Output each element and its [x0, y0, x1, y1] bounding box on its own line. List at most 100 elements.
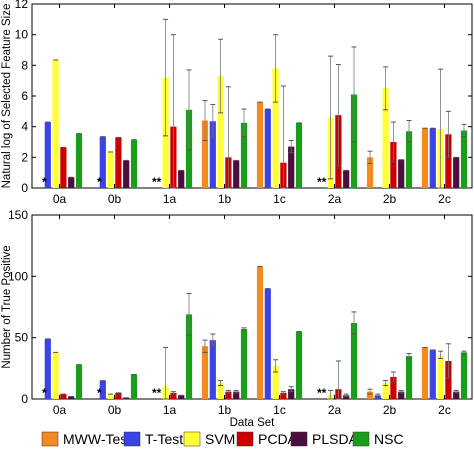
legend-swatch	[290, 431, 308, 447]
bar	[366, 391, 374, 399]
bar	[390, 376, 397, 399]
bar	[453, 157, 460, 188]
legend-label: PLSDA	[312, 431, 359, 447]
bar	[240, 329, 248, 399]
legend-swatch	[123, 431, 141, 447]
bar	[185, 314, 193, 399]
bar	[374, 395, 381, 399]
y-tick-label: 12	[15, 0, 29, 11]
y-tick-label: 8	[21, 58, 28, 72]
bar	[178, 170, 185, 188]
bar	[421, 128, 429, 188]
bar	[123, 397, 130, 399]
bar	[382, 88, 389, 188]
x-category-label: 1a	[163, 403, 177, 417]
series-svm	[52, 18, 444, 189]
x-category-label: 1c	[273, 192, 286, 206]
bar	[429, 128, 436, 188]
legend-label: MWW-Test	[63, 431, 131, 447]
annotation-asterisk: *	[42, 386, 47, 400]
series-pcda	[60, 343, 452, 400]
y-tick-label: 0	[21, 181, 28, 195]
series-plsda	[68, 139, 460, 188]
x-category-label: 1c	[273, 403, 286, 417]
bar	[233, 391, 240, 399]
y-tick-label: 50	[15, 331, 29, 345]
y-tick-label: 10	[15, 28, 29, 42]
bar	[405, 131, 413, 188]
x-category-label: 2a	[328, 192, 342, 206]
annotation-asterisk: **	[152, 175, 162, 189]
x-category-label: 0b	[108, 403, 122, 417]
bar	[217, 383, 224, 399]
bar	[99, 380, 106, 399]
series-t-test	[44, 288, 436, 399]
bar	[130, 139, 138, 188]
bar	[240, 122, 248, 188]
bar	[288, 389, 295, 399]
series-plsda	[68, 386, 460, 399]
bar	[460, 352, 468, 399]
bar	[75, 364, 83, 399]
bar	[256, 102, 264, 188]
y-tick-label: 6	[21, 89, 28, 103]
bar	[201, 120, 209, 188]
bar	[390, 142, 397, 188]
series-svm	[52, 346, 444, 400]
x-category-label: 1b	[218, 192, 232, 206]
x-axis-label: Data Set	[230, 417, 276, 429]
bar	[217, 76, 224, 188]
bar	[272, 365, 279, 399]
bar	[68, 396, 75, 399]
bar	[60, 394, 67, 399]
y-tick-label: 2	[21, 150, 28, 164]
series-nsc	[75, 293, 468, 399]
bar	[201, 346, 209, 399]
x-category-label: 2c	[438, 403, 451, 417]
bar	[398, 391, 405, 399]
legend-swatch	[236, 431, 254, 447]
bar	[44, 122, 51, 188]
bar	[421, 347, 429, 399]
bar	[52, 352, 59, 399]
legend-label: SVM	[205, 431, 235, 447]
bar	[107, 151, 114, 188]
bar	[350, 322, 358, 399]
bar	[445, 134, 452, 188]
annotation-asterisk: **	[317, 175, 327, 189]
legend-label: NSC	[374, 431, 404, 447]
bar	[295, 331, 303, 399]
series-t-test	[44, 103, 436, 188]
bar	[233, 160, 240, 188]
bar	[256, 266, 264, 399]
legend-label: PCDA	[258, 431, 298, 447]
series-pcda	[60, 34, 452, 189]
legend-swatch	[183, 431, 201, 447]
bar	[75, 133, 83, 188]
bar	[130, 374, 138, 399]
series-mww-test	[201, 100, 429, 188]
y-tick-label: 0	[21, 392, 28, 406]
bar	[264, 109, 271, 188]
series-nsc	[75, 46, 468, 188]
bar	[123, 160, 130, 188]
bar	[44, 338, 51, 399]
bar	[453, 391, 460, 399]
bar	[288, 146, 295, 188]
bar	[366, 157, 374, 188]
bar	[437, 354, 444, 399]
x-category-label: 0a	[53, 192, 67, 206]
x-category-label: 1b	[218, 403, 232, 417]
bar	[405, 356, 413, 399]
legend-swatch	[352, 431, 370, 447]
bar	[209, 340, 216, 399]
y-axis-label: Natural log of Selected Feature Size	[1, 4, 13, 189]
bar	[170, 392, 177, 399]
y-axis-label: Number of True Positive	[1, 245, 13, 368]
bar	[343, 395, 350, 399]
x-category-label: 2c	[438, 192, 451, 206]
bar	[264, 288, 271, 399]
